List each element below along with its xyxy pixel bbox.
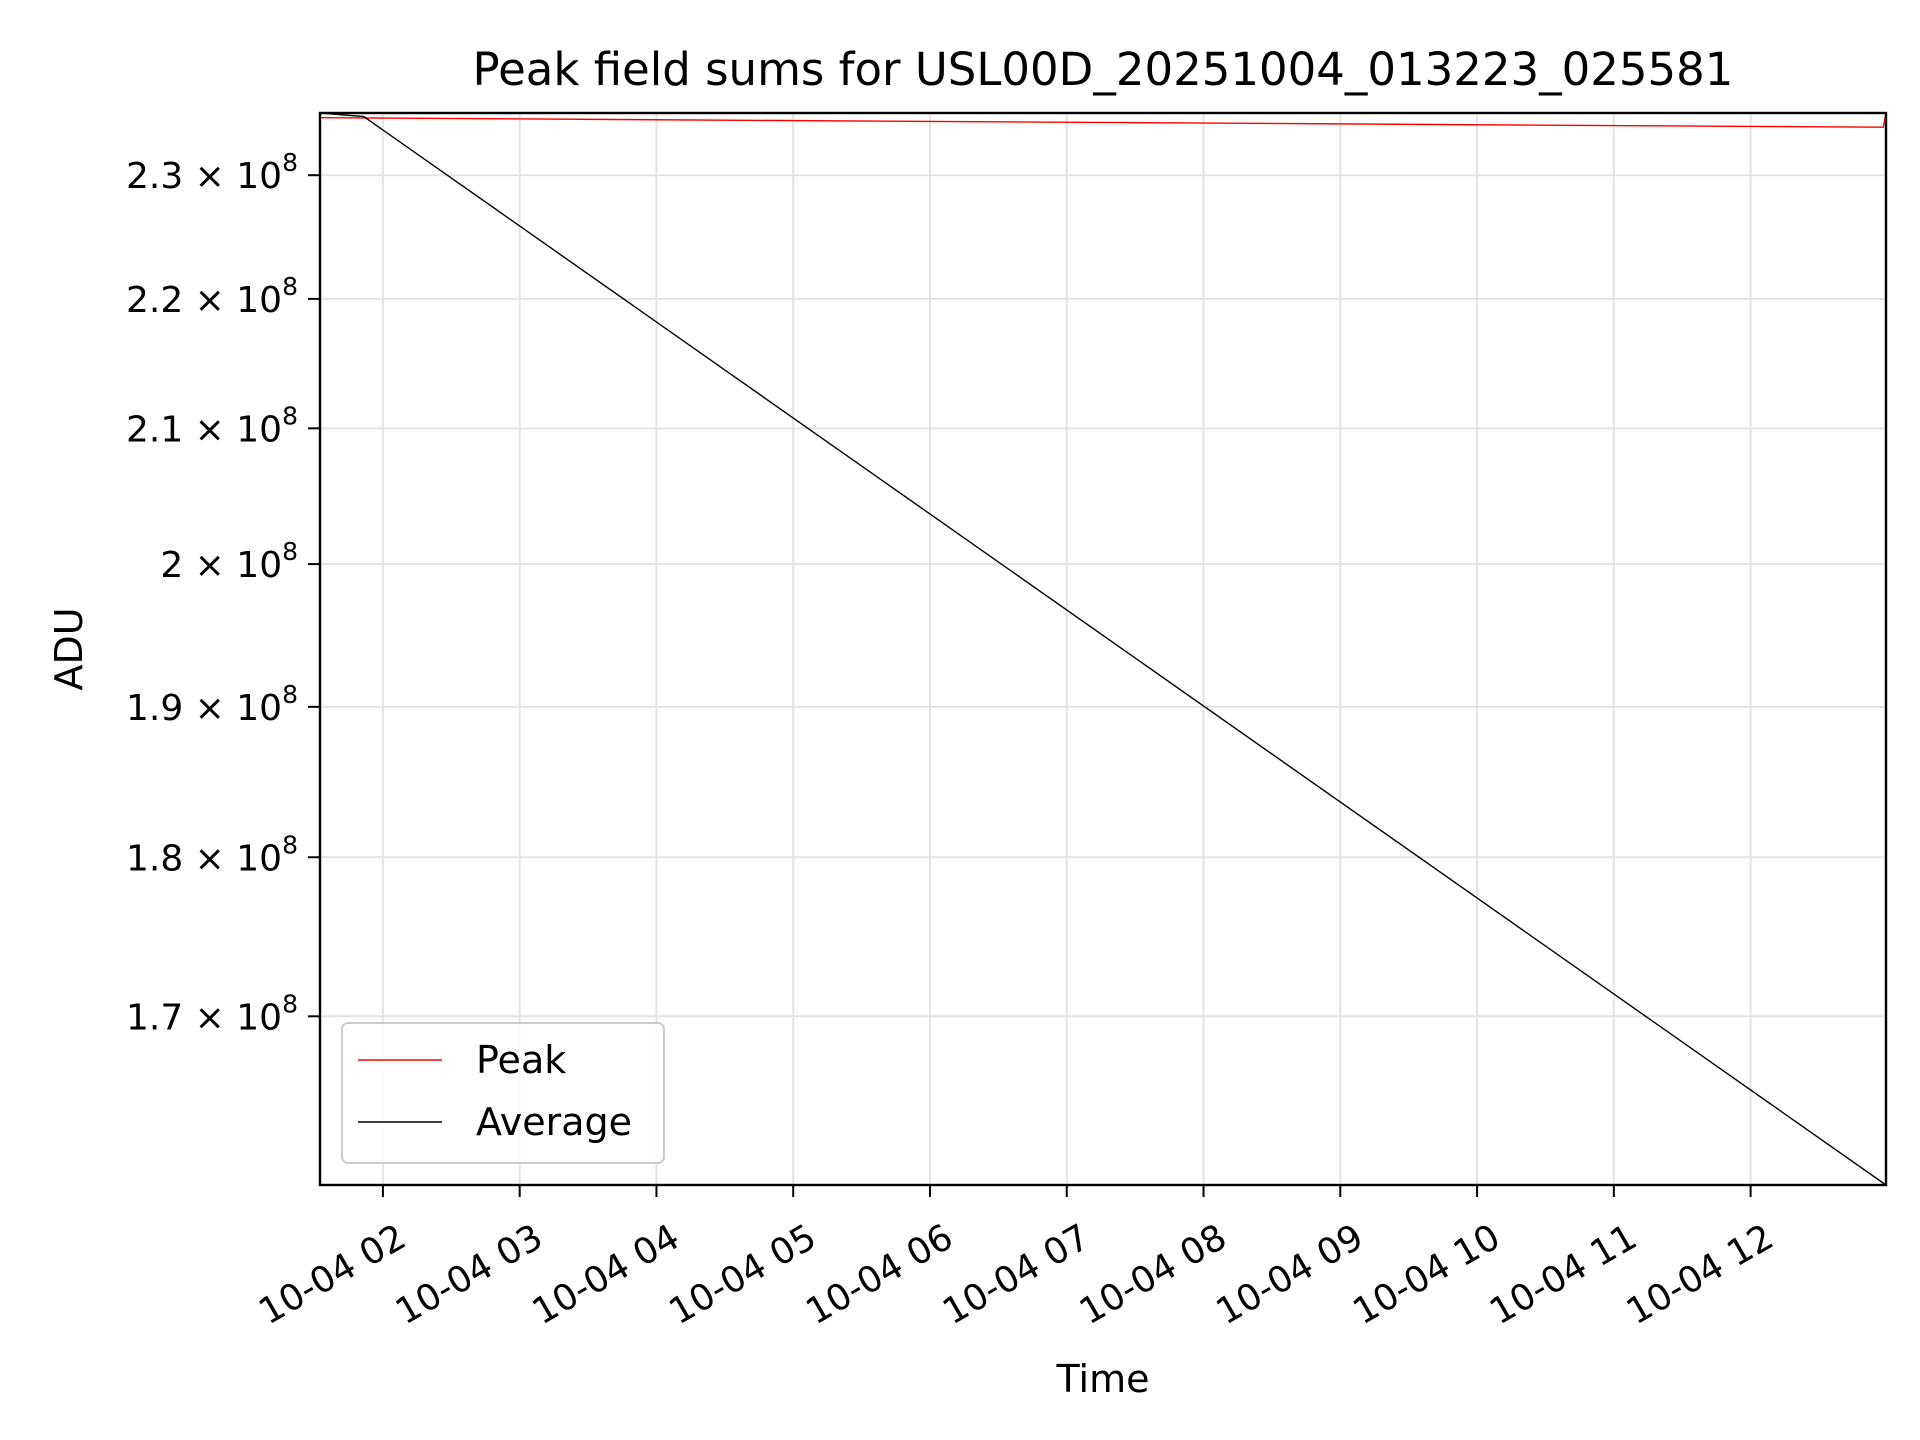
y-tick-label: 1.7 × 108	[126, 989, 298, 1038]
y-tick-label: 1.9 × 108	[126, 680, 298, 729]
y-tick-mantissa: 2 × 10	[160, 545, 282, 586]
y-tick-exponent: 8	[282, 830, 298, 859]
chart-title: Peak field sums for USL00D_20251004_0132…	[473, 43, 1734, 96]
y-tick-label: 2.3 × 108	[126, 148, 298, 197]
legend-box	[341, 1022, 665, 1164]
y-tick-label: 1.8 × 108	[126, 830, 298, 879]
y-tick-mantissa: 1.7 × 10	[126, 997, 282, 1038]
y-tick-label: 2 × 108	[160, 537, 298, 586]
y-tick-label: 2.1 × 108	[126, 401, 298, 450]
y-tick-label: 2.2 × 108	[126, 272, 298, 321]
legend-label-average: Average	[476, 1100, 632, 1144]
legend: Peak Average	[341, 1022, 665, 1164]
y-tick-mantissa: 1.9 × 10	[126, 688, 282, 729]
y-tick-exponent: 8	[282, 537, 298, 566]
plot-frame	[318, 111, 1888, 1187]
y-tick-mantissa: 2.3 × 10	[126, 156, 282, 197]
y-tick-mantissa: 1.8 × 10	[126, 838, 282, 879]
y-tick-exponent: 8	[282, 401, 298, 430]
x-axis-label: Time	[1056, 1357, 1150, 1401]
y-axis-label: ADU	[47, 607, 91, 690]
y-tick-exponent: 8	[282, 148, 298, 177]
legend-label-peak: Peak	[476, 1038, 566, 1082]
y-tick-mantissa: 2.1 × 10	[126, 409, 282, 450]
y-tick-exponent: 8	[282, 989, 298, 1018]
y-tick-mantissa: 2.2 × 10	[126, 280, 282, 321]
grid	[320, 113, 1886, 1185]
y-tick-exponent: 8	[282, 272, 298, 301]
y-tick-exponent: 8	[282, 680, 298, 709]
